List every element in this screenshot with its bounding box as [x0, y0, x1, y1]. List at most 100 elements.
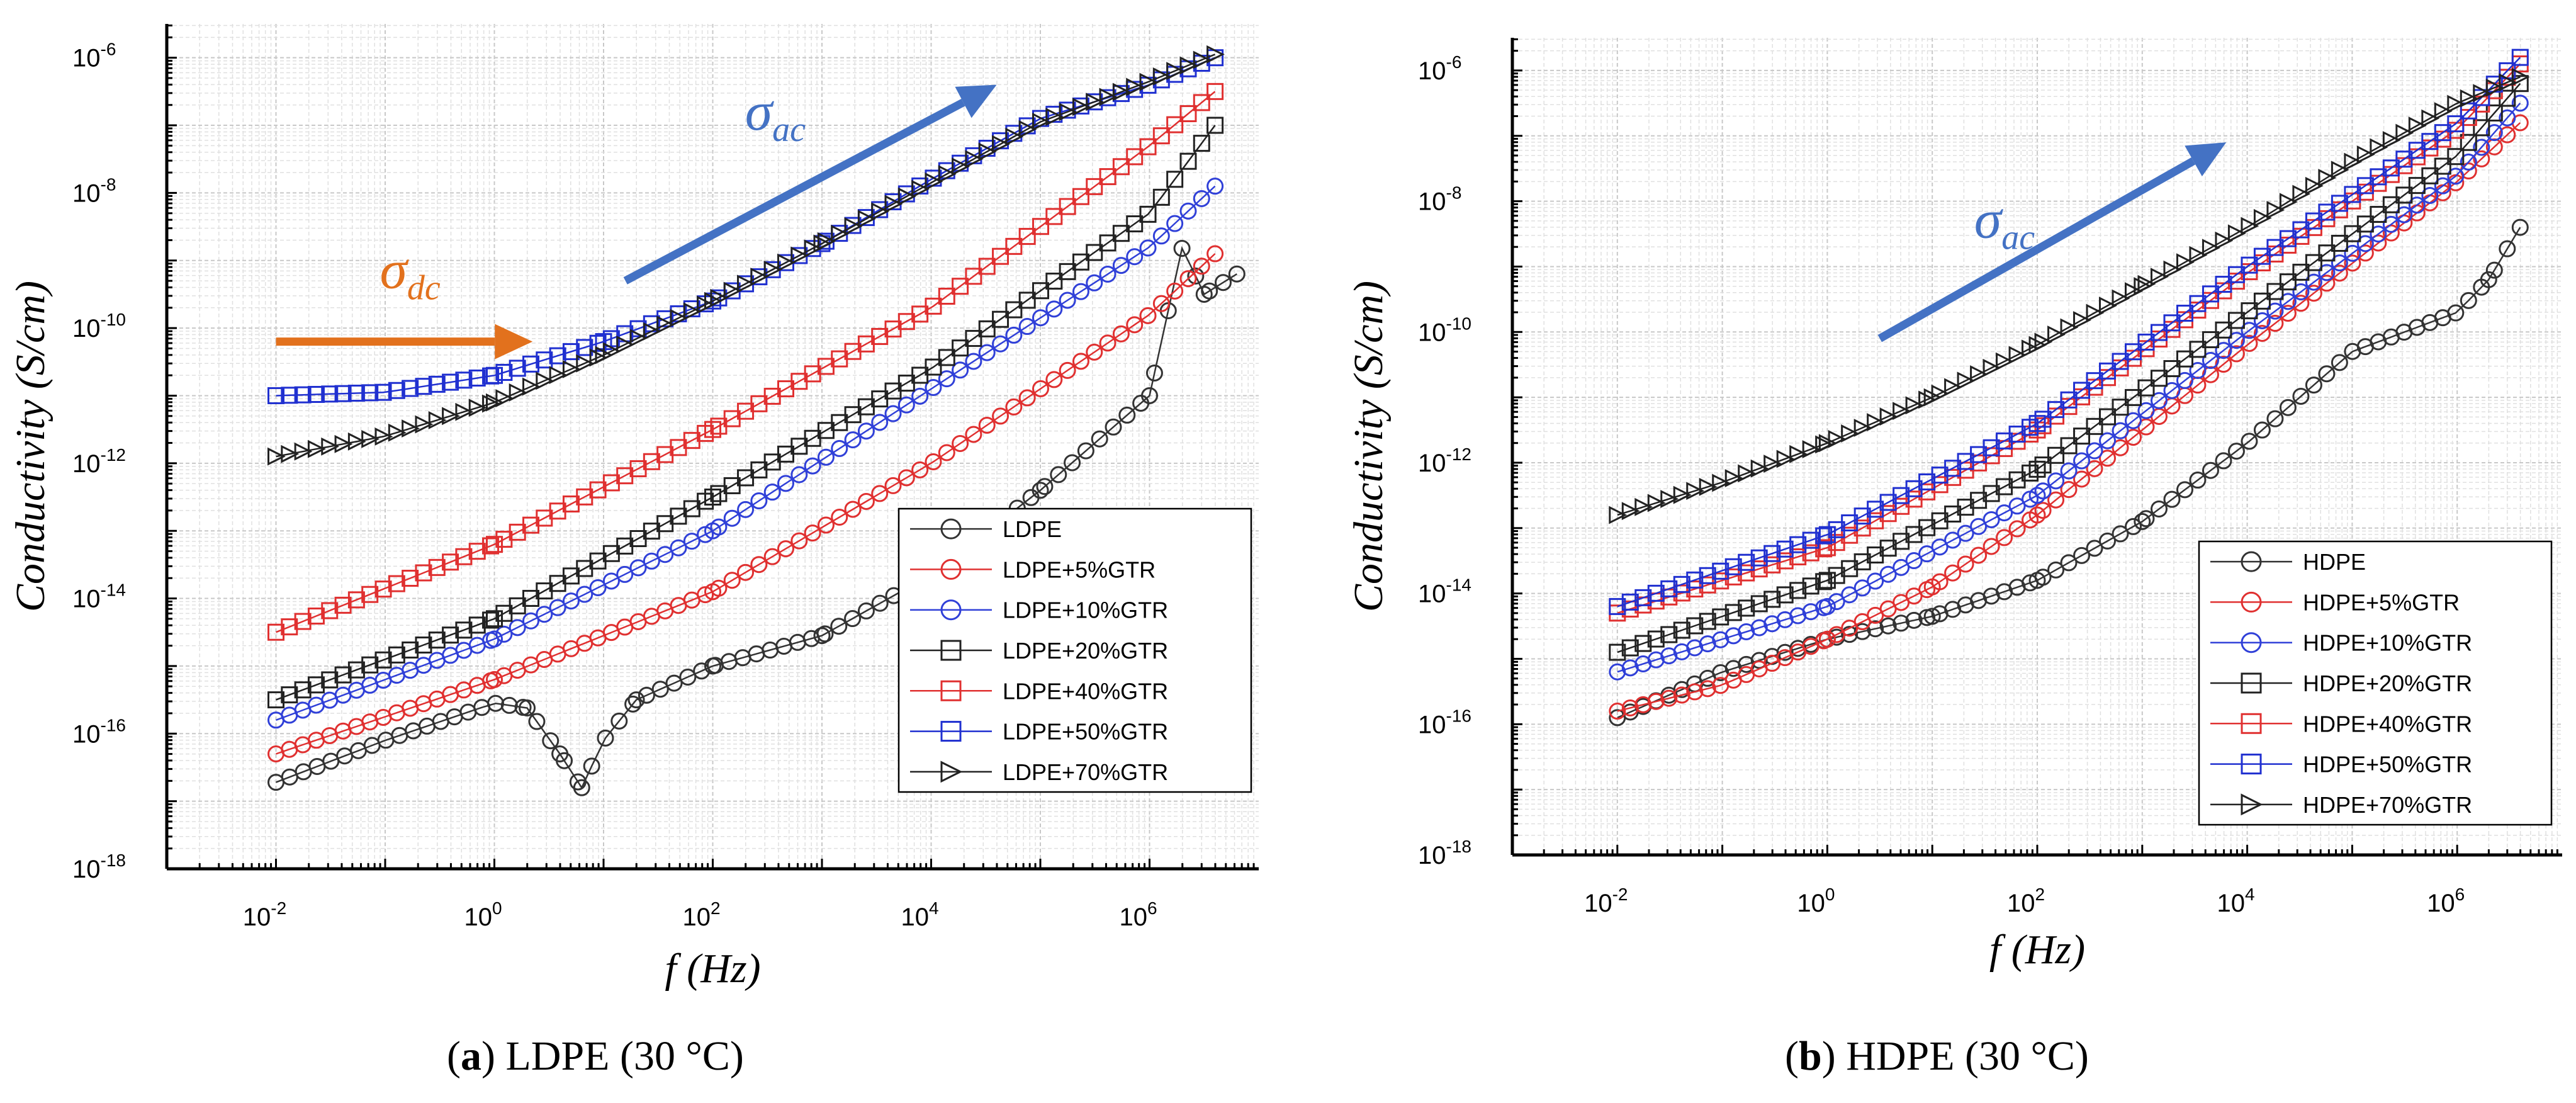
- data-point: [1931, 538, 1949, 556]
- data-point: [1112, 325, 1130, 342]
- data-point: [1841, 626, 1859, 643]
- data-point: [2008, 497, 2026, 515]
- legend-marker: [940, 599, 962, 621]
- data-point: [1789, 582, 1807, 599]
- data-point: [321, 385, 339, 403]
- data-point: [723, 509, 741, 527]
- data-point: [2279, 193, 2298, 212]
- y-tick-exponent: -18: [101, 851, 126, 870]
- data-point: [884, 405, 902, 422]
- x-tick-exponent: 0: [1825, 885, 1835, 904]
- caption-a: (a) LDPE (30 °C): [447, 1033, 744, 1079]
- x-tick-exponent: 2: [2035, 885, 2045, 904]
- data-point: [2421, 133, 2439, 150]
- data-point: [1802, 531, 1820, 549]
- data-point: [402, 641, 419, 659]
- data-point: [2047, 491, 2065, 509]
- data-point: [2227, 266, 2245, 283]
- legend-marker: [2241, 632, 2262, 653]
- legend-label: LDPE+40%GTR: [1003, 678, 1168, 704]
- data-point: [1931, 573, 1949, 591]
- data-point: [1867, 572, 1884, 590]
- data-point: [1173, 240, 1191, 257]
- data-point: [583, 757, 600, 775]
- data-point: [2266, 239, 2284, 256]
- data-point: [1018, 228, 1036, 246]
- data-point: [1996, 529, 2013, 546]
- data-point: [1032, 282, 1049, 300]
- data-point: [804, 239, 823, 258]
- x-tick-label: 10-2: [243, 898, 286, 931]
- data-point: [2241, 217, 2259, 235]
- data-point: [1660, 580, 1678, 597]
- legend-label: LDPE+5%GTR: [1003, 557, 1156, 582]
- data-point: [938, 349, 955, 366]
- data-point: [1818, 572, 1836, 589]
- data-point: [1045, 208, 1063, 225]
- data-point: [2099, 297, 2117, 315]
- data-point: [2227, 224, 2246, 243]
- data-point: [952, 339, 969, 357]
- x-tick-label: 104: [901, 898, 938, 931]
- data-point: [1064, 454, 1081, 472]
- data-point: [2028, 415, 2046, 433]
- data-point: [683, 533, 700, 550]
- data-point: [562, 592, 580, 610]
- data-point: [1609, 703, 1626, 720]
- data-point: [1818, 597, 1836, 615]
- data-point: [307, 439, 326, 458]
- data-point: [656, 546, 674, 563]
- x-tick-label: 100: [1797, 885, 1835, 917]
- data-point: [1206, 178, 1224, 195]
- data-point: [2028, 487, 2046, 504]
- data-point: [2356, 145, 2375, 164]
- data-point: [2189, 361, 2207, 379]
- data-point: [2086, 540, 2103, 557]
- data-point: [1724, 604, 1742, 621]
- data-point: [1099, 334, 1116, 352]
- data-point: [347, 385, 365, 402]
- data-point: [2318, 203, 2336, 221]
- data-point: [830, 618, 848, 635]
- data-point: [1032, 218, 1049, 235]
- data-point: [2241, 256, 2258, 274]
- data-point: [1673, 621, 1690, 639]
- data-point: [589, 579, 607, 597]
- data-point: [2215, 231, 2234, 250]
- data-point: [2305, 176, 2324, 195]
- x-tick-exponent: 2: [711, 898, 721, 918]
- data-point: [519, 699, 536, 716]
- data-point: [978, 257, 996, 275]
- data-point: [952, 434, 969, 452]
- data-point: [1918, 545, 1936, 563]
- data-point: [710, 288, 729, 307]
- data-point: [1179, 270, 1197, 288]
- data-point: [1647, 584, 1665, 602]
- data-point: [2395, 206, 2413, 223]
- data-point: [1970, 518, 1988, 535]
- data-point: [1673, 686, 1690, 704]
- data-point: [1815, 573, 1833, 591]
- data-point: [468, 369, 486, 387]
- data-point: [1032, 113, 1050, 131]
- data-point: [1086, 274, 1103, 291]
- x-axis-title: f (Hz): [1989, 927, 2085, 973]
- legend-label: HDPE+10%GTR: [2303, 630, 2472, 656]
- data-point: [2292, 295, 2310, 312]
- data-point: [816, 625, 834, 643]
- data-point: [1166, 282, 1184, 300]
- data-point: [1193, 189, 1210, 207]
- data-point: [1879, 617, 1897, 635]
- data-point: [857, 602, 875, 619]
- data-point: [2099, 362, 2117, 380]
- data-point: [2176, 253, 2195, 272]
- data-point: [1126, 316, 1144, 334]
- data-point: [1206, 116, 1224, 134]
- data-point: [1139, 72, 1158, 91]
- data-point: [1126, 148, 1144, 166]
- legend-label: HDPE+40%GTR: [2303, 711, 2472, 737]
- data-point: [562, 343, 580, 361]
- data-point: [1059, 291, 1076, 309]
- data-point: [2266, 283, 2284, 300]
- data-point: [374, 427, 393, 446]
